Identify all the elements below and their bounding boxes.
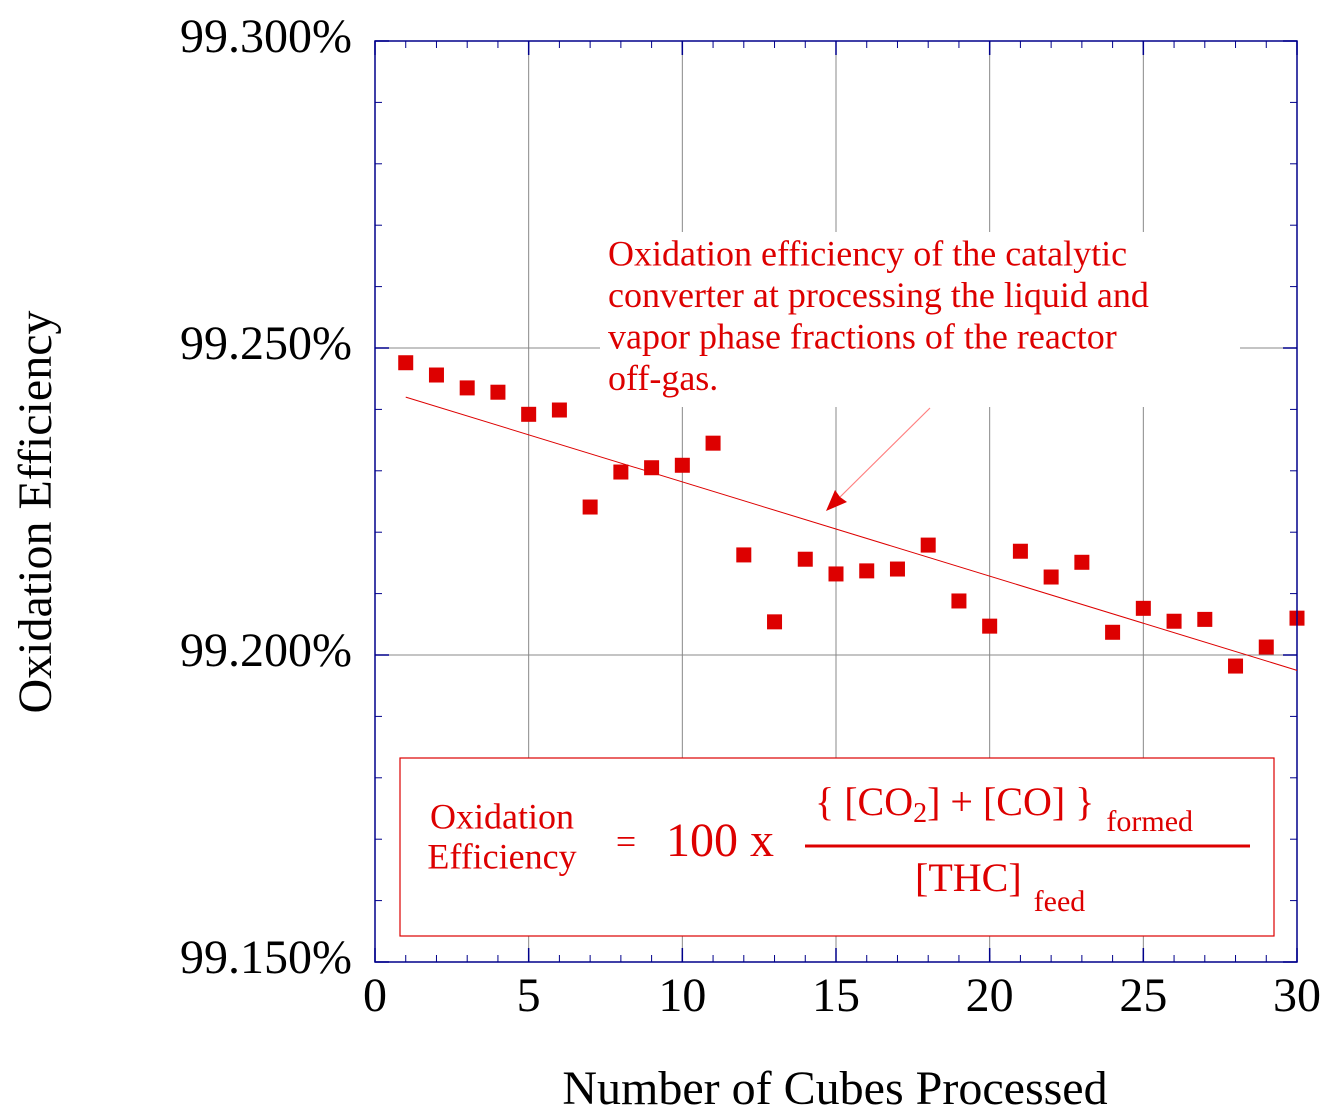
- x-tick-label: 25: [1119, 969, 1167, 1022]
- y-tick-label: 99.250%: [180, 317, 352, 370]
- data-point: [951, 593, 967, 609]
- y-axis-title: Oxidation Efficiency: [9, 311, 62, 714]
- plot-frame: [374, 40, 1298, 963]
- data-point: [982, 618, 998, 634]
- annotation-bg: [600, 232, 1240, 407]
- formula-part: [THC]: [915, 855, 1022, 900]
- x-tick-label: 0: [363, 969, 387, 1022]
- formula-part: formed: [1106, 805, 1193, 838]
- arrow-head: [826, 490, 847, 511]
- data-point: [1012, 543, 1028, 559]
- x-tick-label: 20: [966, 969, 1014, 1022]
- data-point: [797, 551, 813, 567]
- data-point: [920, 537, 936, 553]
- data-point: [889, 561, 905, 577]
- data-point: [1135, 600, 1151, 616]
- x-axis-title: Number of Cubes Processed: [562, 1062, 1107, 1115]
- data-point: [613, 464, 629, 480]
- data-point: [736, 547, 752, 563]
- data-point: [459, 380, 475, 396]
- y-tick-label: 99.200%: [180, 624, 352, 677]
- data-point: [674, 457, 690, 473]
- y-tick-label: 99.300%: [180, 10, 352, 63]
- formula-numerator: { [CO2] + [CO] } formed: [815, 779, 1193, 838]
- formula-denominator: [THC] feed: [915, 855, 1085, 918]
- formula-part: ] + [CO] }: [927, 779, 1094, 824]
- annotation-text: Oxidation efficiency of the catalytic: [608, 233, 1127, 273]
- formula-part: { [CO: [815, 779, 913, 824]
- data-point: [1074, 554, 1090, 570]
- data-point: [398, 355, 414, 371]
- data-point: [1228, 658, 1244, 674]
- formula-factor: 100 x: [666, 814, 774, 867]
- data-point: [1105, 624, 1121, 640]
- data-point: [705, 435, 721, 451]
- data-point: [1197, 611, 1213, 627]
- formula-lhs: Oxidation: [430, 796, 574, 836]
- annotation-text: vapor phase fractions of the reactor: [608, 316, 1117, 356]
- data-point: [767, 614, 783, 630]
- data-point: [828, 566, 844, 582]
- y-tick-label: 99.150%: [180, 931, 352, 984]
- x-tick-label: 10: [658, 969, 706, 1022]
- formula-part: 2: [913, 798, 927, 829]
- trend-line: [405, 396, 1298, 671]
- x-tick-label: 30: [1273, 969, 1321, 1022]
- data-point: [1043, 569, 1059, 585]
- formula-equals: =: [616, 821, 636, 861]
- data-point: [521, 406, 537, 422]
- data-point: [1258, 639, 1274, 655]
- data-point: [428, 367, 444, 383]
- x-tick-label: 15: [812, 969, 860, 1022]
- x-tick-label: 5: [517, 969, 541, 1022]
- annotation-text: off-gas.: [608, 358, 718, 398]
- data-point: [490, 384, 506, 400]
- data-point: [859, 563, 875, 579]
- data-point: [551, 402, 567, 418]
- data-point: [582, 499, 598, 515]
- annotation-text: converter at processing the liquid and: [608, 275, 1149, 315]
- formula-lhs: Efficiency: [427, 836, 576, 876]
- data-point: [1166, 613, 1182, 629]
- formula-part: feed: [1034, 885, 1086, 918]
- annotation-arrow: [835, 407, 931, 502]
- marks: [398, 355, 1305, 674]
